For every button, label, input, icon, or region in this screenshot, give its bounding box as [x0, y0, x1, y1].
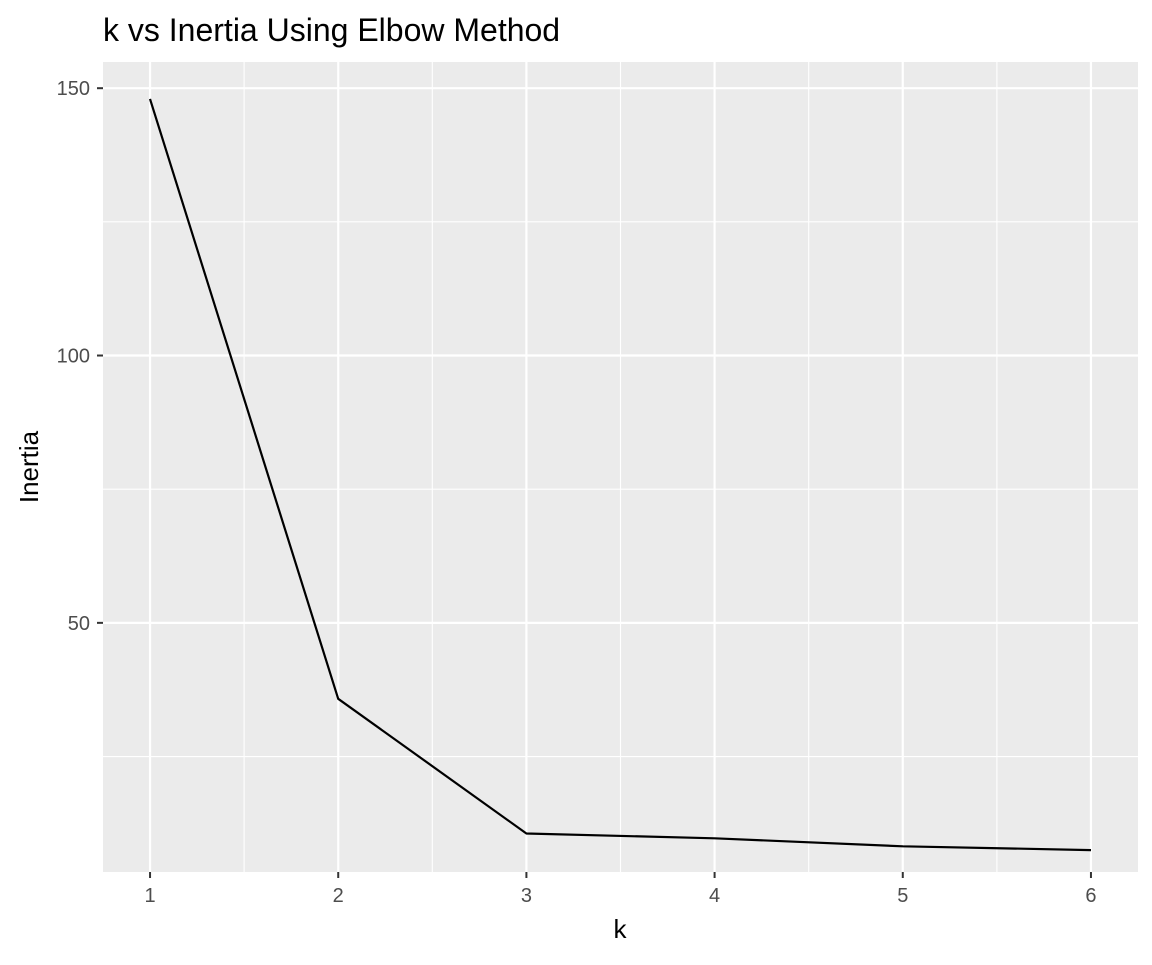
series-layer — [148, 98, 1092, 852]
x-axis-title: k — [614, 914, 628, 944]
y-axis-title: Inertia — [14, 430, 44, 503]
chart-title: k vs Inertia Using Elbow Method — [103, 12, 560, 48]
series-line — [148, 98, 1092, 852]
x-tick-label: 1 — [144, 885, 155, 907]
axis-layer: 1 2 3 4 5 6 50 100 150 — [57, 78, 1097, 907]
grid-layer — [103, 62, 1138, 872]
x-tick-label: 5 — [897, 885, 908, 907]
x-tick-label: 6 — [1085, 885, 1096, 907]
x-tick-label: 4 — [709, 885, 720, 907]
x-tick-label: 3 — [521, 885, 532, 907]
y-tick-label: 50 — [68, 613, 90, 635]
y-tick-label: 150 — [57, 78, 90, 100]
x-tick-label: 2 — [333, 885, 344, 907]
y-tick-label: 100 — [57, 346, 90, 368]
